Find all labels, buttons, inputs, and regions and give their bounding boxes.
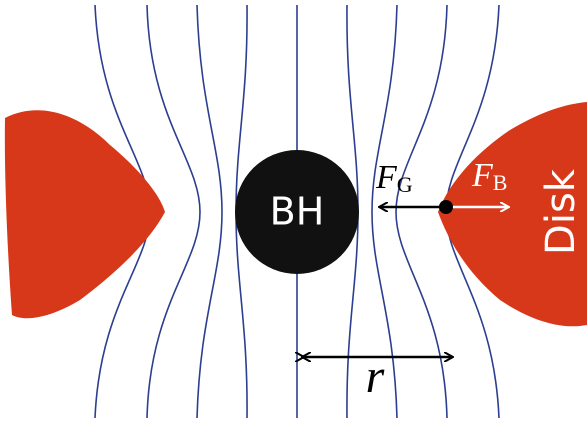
radius-label: r — [366, 350, 385, 403]
disk-left — [5, 110, 165, 318]
disk-label: Disk — [538, 168, 584, 255]
black-hole-label: BH — [270, 190, 325, 234]
test-particle — [439, 200, 453, 214]
diagram: Disk BH FG FB r — [0, 0, 587, 423]
